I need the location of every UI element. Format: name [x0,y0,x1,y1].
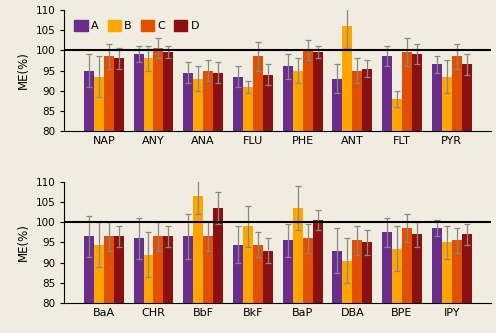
Bar [114,58,124,333]
Bar [253,56,263,333]
Bar [163,52,174,333]
Bar [243,87,253,333]
Bar [283,240,293,333]
Bar [382,56,392,333]
Bar [452,240,462,333]
Bar [392,248,402,333]
Bar [243,226,253,333]
Bar [452,56,462,333]
Bar [84,71,94,333]
Bar [412,54,422,333]
Bar [332,79,342,333]
Bar [402,228,412,333]
Bar [392,99,402,333]
Bar [412,234,422,333]
Bar [184,236,193,333]
Bar [233,244,243,333]
Bar [84,236,94,333]
Bar [382,232,392,333]
Legend: A, B, C, D: A, B, C, D [70,16,204,36]
Bar [203,236,213,333]
Bar [462,234,472,333]
Bar [143,58,153,333]
Bar [133,54,143,333]
Bar [432,65,442,333]
Bar [283,67,293,333]
Bar [303,50,312,333]
Bar [163,236,174,333]
Y-axis label: ME(%): ME(%) [17,223,30,261]
Bar [213,208,223,333]
Bar [94,244,104,333]
Bar [263,75,273,333]
Bar [253,244,263,333]
Bar [432,228,442,333]
Bar [203,71,213,333]
Bar [342,261,352,333]
Bar [442,242,452,333]
Bar [193,196,203,333]
Bar [293,208,303,333]
Bar [104,56,114,333]
Y-axis label: ME(%): ME(%) [17,52,30,90]
Bar [114,236,124,333]
Bar [352,240,362,333]
Bar [213,73,223,333]
Bar [133,238,143,333]
Bar [293,71,303,333]
Bar [153,48,163,333]
Bar [143,255,153,333]
Bar [104,236,114,333]
Bar [184,73,193,333]
Bar [312,220,322,333]
Bar [332,250,342,333]
Bar [153,236,163,333]
Bar [462,65,472,333]
Bar [352,71,362,333]
Bar [342,26,352,333]
Bar [402,52,412,333]
Bar [312,52,322,333]
Bar [442,77,452,333]
Bar [263,250,273,333]
Bar [193,79,203,333]
Bar [94,77,104,333]
Bar [362,69,372,333]
Bar [362,242,372,333]
Bar [233,77,243,333]
Bar [303,238,312,333]
